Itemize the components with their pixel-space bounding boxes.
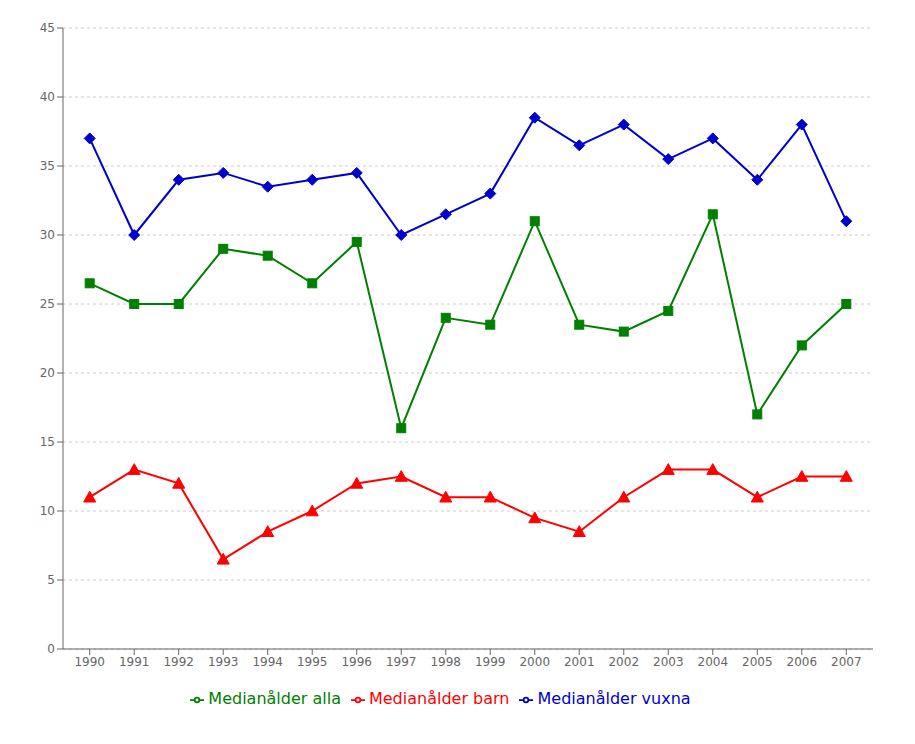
svg-text:2003: 2003 [653, 655, 684, 669]
svg-text:1995: 1995 [297, 655, 328, 669]
svg-text:1999: 1999 [475, 655, 506, 669]
svg-text:30: 30 [40, 228, 55, 242]
svg-text:2001: 2001 [564, 655, 595, 669]
html-text:Medianålder vuxna: Medianålder vuxna [537, 689, 691, 708]
svg-text:5: 5 [47, 573, 55, 587]
svg-text:1992: 1992 [163, 655, 194, 669]
html-text:Medianålder alla: Medianålder alla [208, 689, 341, 708]
svg-text:25: 25 [40, 297, 55, 311]
svg-text:1994: 1994 [252, 655, 283, 669]
svg-text:1996: 1996 [341, 655, 372, 669]
svg-text:20: 20 [40, 366, 55, 380]
svg-text:1990: 1990 [74, 655, 105, 669]
svg-text:1991: 1991 [119, 655, 150, 669]
svg-text:2002: 2002 [608, 655, 639, 669]
svg-text:2006: 2006 [787, 655, 818, 669]
svg-text:45: 45 [40, 21, 55, 35]
svg-text:2004: 2004 [698, 655, 729, 669]
svg-text:15: 15 [40, 435, 55, 449]
svg-text:35: 35 [40, 159, 55, 173]
svg-text:40: 40 [40, 90, 55, 104]
svg-text:1993: 1993 [208, 655, 239, 669]
svg-text:10: 10 [40, 504, 55, 518]
svg-text:2005: 2005 [742, 655, 773, 669]
svg-text:2007: 2007 [831, 655, 862, 669]
svg-text:1997: 1997 [386, 655, 417, 669]
svg-text:2000: 2000 [519, 655, 550, 669]
svg-text:0: 0 [47, 642, 55, 656]
svg-text:1998: 1998 [430, 655, 461, 669]
html-text:Medianålder barn: Medianålder barn [369, 689, 510, 708]
